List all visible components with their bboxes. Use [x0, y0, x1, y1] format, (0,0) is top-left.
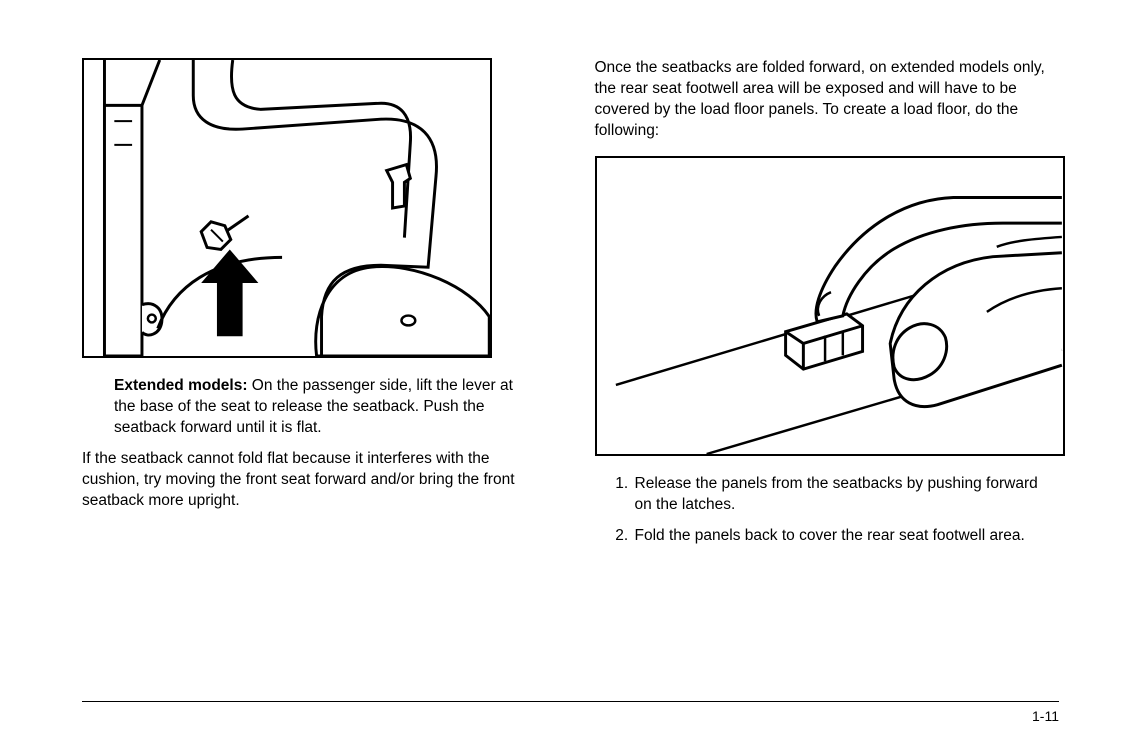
- left-column: Extended models: On the passenger side, …: [82, 58, 547, 556]
- step-item: Fold the panels back to cover the rear s…: [633, 526, 1060, 547]
- footer-rule: [82, 701, 1059, 702]
- seat-lever-diagram: [82, 58, 492, 358]
- right-intro-text: Once the seatbacks are folded forward, o…: [595, 58, 1060, 142]
- step-item: Release the panels from the seatbacks by…: [633, 474, 1060, 516]
- caption-bold: Extended models:: [114, 377, 248, 394]
- steps-list: Release the panels from the seatbacks by…: [595, 474, 1060, 547]
- left-body-text: If the seatback cannot fold flat because…: [82, 449, 547, 512]
- right-column: Once the seatbacks are folded forward, o…: [595, 58, 1060, 556]
- figure-caption-left: Extended models: On the passenger side, …: [82, 376, 547, 439]
- page-number: 1-11: [1032, 708, 1059, 724]
- two-column-layout: Extended models: On the passenger side, …: [82, 58, 1059, 556]
- latch-push-diagram: [595, 156, 1065, 456]
